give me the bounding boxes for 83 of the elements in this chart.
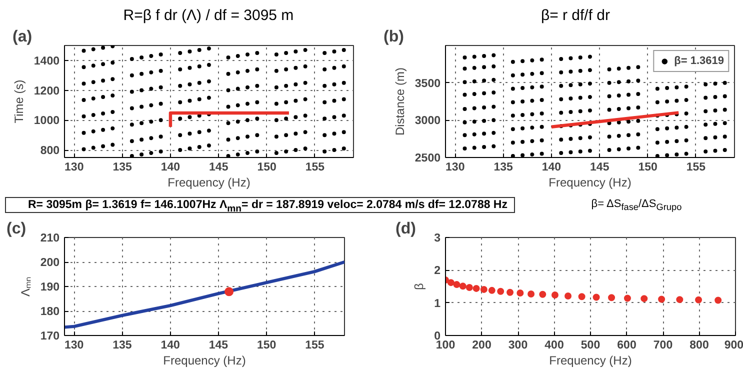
point [551, 292, 558, 298]
x-tick-label: 150 [257, 162, 276, 174]
y-tick-label: 200 [40, 257, 60, 269]
text: R= 3095m β= 1.3619 f= 146.1007Hz Λ$_{mn}$= dr = 187.8919 veloc= 2.0784 m/s df= 12.0788 Hz [28, 198, 508, 216]
point [592, 294, 600, 301]
point [640, 295, 648, 302]
point [676, 296, 684, 304]
x-tick-label: 140 [542, 162, 562, 174]
x-tick-label: 155 [305, 340, 325, 352]
x-tick-label: 140 [160, 340, 180, 352]
x-axis-title: Frequency (Hz) [168, 176, 250, 190]
y-axis-title: Distance (m) [392, 67, 407, 136]
y-tick-label: 2500 [414, 152, 441, 164]
y-tick-label: 3 [434, 232, 441, 244]
x-tick-label: 135 [494, 162, 514, 174]
point [528, 290, 535, 298]
y-tick-label: 1200 [34, 85, 60, 98]
x-tick-label: 900 [724, 340, 743, 352]
point [564, 292, 572, 300]
point [578, 293, 586, 300]
x-axis-title: Frequency (Hz) [549, 354, 632, 368]
point [447, 279, 454, 286]
text: (d) [396, 220, 416, 238]
point [459, 282, 466, 290]
text: (a) [12, 28, 32, 46]
text: (c) [6, 220, 26, 238]
point [516, 290, 524, 297]
point [658, 296, 666, 303]
point [506, 288, 514, 296]
x-tick-label: 150 [256, 340, 276, 352]
y-tick-label: 180 [40, 306, 60, 318]
x-tick-label: 135 [112, 340, 132, 352]
y-tick-label: 210 [40, 232, 60, 244]
y-tick-label: 1000 [34, 115, 60, 128]
x-tick-label: 145 [209, 162, 229, 174]
x-tick-label: 130 [64, 162, 84, 174]
y-tick-label: 3000 [414, 115, 441, 128]
x-tick-label: 700 [653, 340, 673, 352]
x-tick-label: 400 [544, 340, 564, 352]
legend-label: β= 1.3619 [674, 55, 724, 67]
x-tick-label: 155 [686, 162, 706, 174]
point [497, 288, 504, 295]
point [488, 286, 496, 294]
x-tick-label: 130 [446, 162, 465, 174]
x-tick-label: 150 [638, 162, 658, 174]
y-tick-label: 190 [40, 282, 60, 294]
x-tick-label: 155 [305, 162, 326, 174]
chart-title: R=β f dr (Λ) / df = 3095 m [123, 6, 294, 26]
point [608, 294, 616, 302]
y-tick-label: 800 [40, 145, 60, 158]
x-tick-label: 145 [590, 162, 610, 174]
x-tick-label: 140 [160, 162, 180, 174]
x-tick-label: 300 [508, 340, 528, 352]
x-axis-title: Frequency (Hz) [163, 354, 246, 368]
point [539, 290, 546, 298]
x-tick-label: 130 [64, 340, 84, 352]
x-tick-label: 800 [690, 340, 709, 352]
y-axis-title: Time (s) [12, 80, 26, 124]
point [624, 294, 631, 302]
x-tick-label: 100 [436, 340, 456, 352]
x-tick-label: 135 [112, 162, 132, 174]
x-tick-label: 500 [580, 340, 600, 352]
x-tick-label: 145 [208, 340, 229, 352]
point [472, 284, 480, 292]
y-axis-title: Λₘₙ [18, 276, 32, 297]
y-tick-label: 1 [434, 298, 442, 310]
text: (b) [384, 28, 404, 46]
y-tick-label: 3500 [414, 78, 441, 90]
point [466, 284, 473, 291]
chart-title: β= r df/f dr [540, 6, 610, 26]
x-tick-label: 600 [617, 340, 636, 352]
y-tick-label: 170 [40, 330, 60, 342]
point [453, 281, 460, 288]
point [480, 286, 488, 293]
point [714, 296, 722, 304]
y-tick-label: 2 [434, 265, 441, 278]
x-tick-label: 200 [472, 340, 492, 352]
line-series [64, 260, 344, 329]
y-axis-title: β [412, 282, 426, 290]
chart-title: β= ΔS$_{fase}$/ΔS$_{Grupo}$ [591, 197, 682, 214]
point [695, 296, 702, 304]
x-axis-title: Frequency (Hz) [548, 176, 632, 190]
y-tick-label: 1400 [34, 55, 60, 68]
